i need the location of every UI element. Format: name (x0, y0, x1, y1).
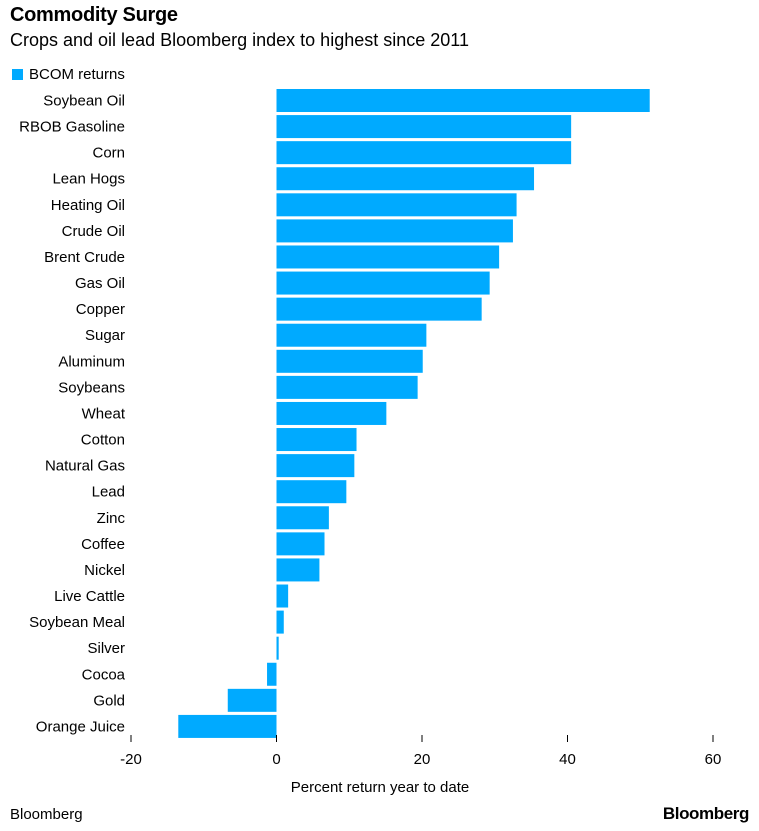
category-label: Soybeans (58, 379, 125, 396)
bar-gas-oil (276, 271, 490, 295)
bar-cocoa (267, 662, 277, 686)
bar-crude-oil (276, 219, 513, 243)
x-tick-label: 0 (272, 751, 280, 768)
bar-cotton (276, 428, 357, 452)
bar-aluminum (276, 349, 423, 373)
x-axis-ticks: -20 0 20 40 60 (120, 735, 721, 768)
bars-group (178, 89, 650, 738)
category-label: Cotton (81, 432, 125, 449)
chart-subtitle: Crops and oil lead Bloomberg index to hi… (10, 30, 469, 50)
bar-soybean-meal (276, 610, 284, 634)
bar-wheat (276, 401, 387, 425)
bar-coffee (276, 532, 325, 556)
bar-orange-juice (178, 714, 277, 738)
category-label: Nickel (84, 562, 125, 579)
category-label: Live Cattle (54, 588, 125, 605)
bar-gold (227, 688, 277, 712)
bar-lean-hogs (276, 167, 535, 191)
footer-source: Bloomberg (10, 806, 83, 823)
bar-heating-oil (276, 193, 517, 217)
category-label: Soybean Meal (29, 614, 125, 631)
bar-copper (276, 297, 482, 321)
bar-sugar (276, 323, 427, 347)
bar-silver (276, 636, 279, 660)
category-labels: Soybean Oil RBOB Gasoline Corn Lean Hogs Hea… (19, 93, 126, 736)
category-label: Lean Hogs (52, 171, 125, 188)
x-tick-label: 20 (414, 751, 431, 768)
x-axis-label: Percent return year to date (291, 779, 469, 796)
legend: BCOM returns (12, 66, 125, 83)
category-label: Cocoa (82, 666, 126, 683)
bar-zinc (276, 506, 329, 530)
bar-natural-gas (276, 454, 355, 478)
bar-corn (276, 141, 572, 165)
bar-lead (276, 480, 347, 504)
category-label: Lead (92, 484, 125, 501)
chart-title: Commodity Surge (10, 4, 178, 26)
legend-label: BCOM returns (29, 66, 125, 83)
bar-brent-crude (276, 245, 500, 269)
category-label: Heating Oil (51, 197, 125, 214)
category-label: Brent Crude (44, 249, 125, 266)
bar-soybeans (276, 375, 418, 399)
category-label: Sugar (85, 327, 125, 344)
category-label: Crude Oil (62, 223, 125, 240)
legend-swatch (12, 69, 23, 80)
bar-soybean-oil (276, 89, 650, 112)
bar-nickel (276, 558, 320, 582)
x-tick-label: -20 (120, 751, 142, 768)
category-label: Soybean Oil (43, 93, 125, 110)
category-label: Gold (93, 692, 125, 709)
category-label: RBOB Gasoline (19, 119, 125, 136)
category-label: Gas Oil (75, 275, 125, 292)
bar-live-cattle (276, 584, 289, 608)
x-tick-label: 60 (705, 751, 722, 768)
x-tick-label: 40 (559, 751, 576, 768)
category-label: Wheat (82, 405, 126, 422)
bar-rbob-gasoline (276, 115, 572, 139)
category-label: Silver (87, 640, 125, 657)
category-label: Copper (76, 301, 125, 318)
bloomberg-logo: Bloomberg (662, 804, 750, 823)
category-label: Zinc (97, 510, 126, 527)
category-label: Coffee (81, 536, 125, 553)
category-label: Corn (92, 145, 125, 162)
category-label: Aluminum (58, 353, 125, 370)
category-label: Natural Gas (45, 458, 125, 475)
category-label: Orange Juice (36, 718, 125, 735)
